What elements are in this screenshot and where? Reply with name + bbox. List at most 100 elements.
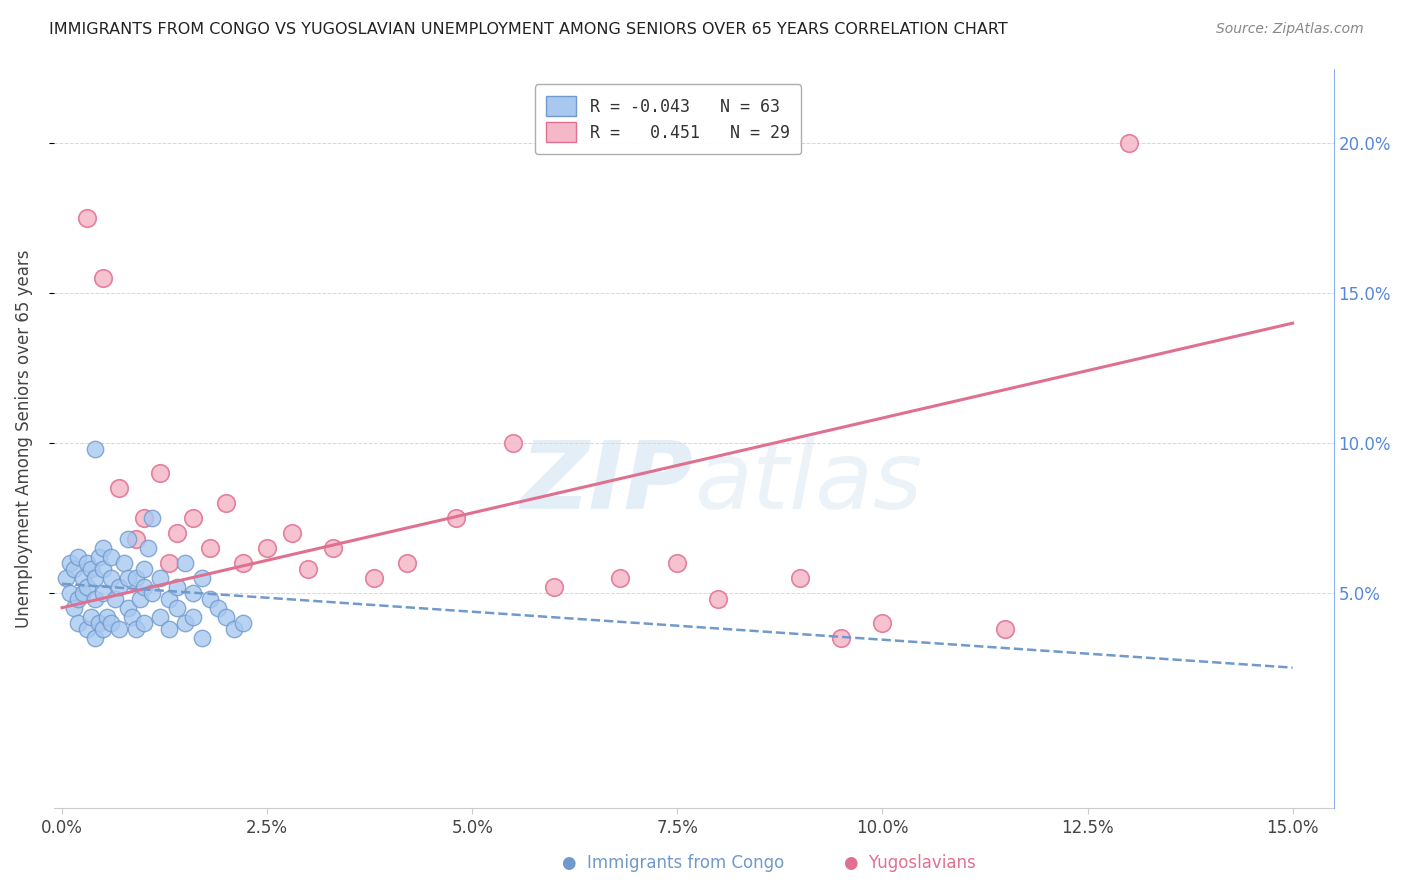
Point (281, 525, 304, 540)
Point (117, 600, 139, 615)
Point (132, 562, 155, 576)
Point (157, 556, 180, 570)
Point (108, 580, 131, 594)
Point (80, 609, 103, 624)
Point (72, 586, 94, 600)
Point (55, 571, 77, 585)
Point (444, 511, 467, 525)
Point (129, 591, 152, 606)
Point (198, 591, 221, 606)
Point (157, 591, 180, 606)
Point (322, 541, 344, 555)
Point (83, 591, 105, 606)
Point (67, 549, 90, 564)
Y-axis label: Unemployment Among Seniors over 65 years: Unemployment Among Seniors over 65 years (15, 249, 32, 628)
Point (91, 622, 114, 636)
Point (609, 571, 631, 585)
Point (181, 586, 204, 600)
Point (80, 562, 103, 576)
Point (96, 609, 118, 624)
Point (91, 562, 114, 576)
Text: IMMIGRANTS FROM CONGO VS YUGOSLAVIAN UNEMPLOYMENT AMONG SENIORS OVER 65 YEARS CO: IMMIGRANTS FROM CONGO VS YUGOSLAVIAN UNE… (49, 22, 1008, 37)
Point (76, 622, 98, 636)
Point (132, 511, 155, 525)
Point (174, 615, 197, 630)
Point (59, 586, 82, 600)
Legend: R = -0.043   N = 63, R =   0.451   N = 29: R = -0.043 N = 63, R = 0.451 N = 29 (534, 84, 801, 154)
Point (72, 571, 94, 585)
Text: ●  Yugoslavians: ● Yugoslavians (844, 855, 976, 872)
Point (190, 571, 212, 585)
Text: ZIP: ZIP (520, 437, 693, 529)
Text: Source: ZipAtlas.com: Source: ZipAtlas.com (1216, 22, 1364, 37)
Point (67, 591, 90, 606)
Point (666, 556, 689, 570)
Point (157, 622, 180, 636)
Point (994, 622, 1017, 636)
Point (132, 580, 155, 594)
Point (789, 571, 811, 585)
Point (231, 556, 253, 570)
Point (136, 541, 159, 555)
Point (215, 496, 238, 510)
Point (224, 622, 246, 636)
Point (872, 615, 894, 630)
Point (363, 571, 385, 585)
Point (76, 580, 98, 594)
Point (198, 541, 221, 555)
Point (174, 556, 197, 570)
Point (125, 622, 148, 636)
Point (166, 525, 188, 540)
Point (141, 511, 163, 525)
Point (141, 586, 163, 600)
Point (190, 631, 212, 645)
Point (125, 571, 148, 585)
Point (543, 580, 565, 594)
Point (1118, 136, 1140, 151)
Point (63, 600, 86, 615)
Point (149, 571, 172, 585)
Point (83, 571, 105, 585)
Point (59, 556, 82, 570)
Point (100, 571, 122, 585)
Point (125, 532, 148, 546)
Point (63, 562, 86, 576)
Point (76, 211, 98, 226)
Point (231, 615, 253, 630)
Point (91, 271, 114, 285)
Point (104, 591, 127, 606)
Point (215, 609, 238, 624)
Point (830, 631, 852, 645)
Point (207, 600, 229, 615)
Text: atlas: atlas (693, 437, 922, 528)
Point (87, 549, 110, 564)
Point (297, 562, 319, 576)
Point (132, 615, 155, 630)
Point (149, 609, 172, 624)
Point (166, 600, 188, 615)
Point (149, 466, 172, 480)
Point (100, 615, 122, 630)
Text: ●  Immigrants from Congo: ● Immigrants from Congo (562, 855, 785, 872)
Point (256, 541, 278, 555)
Point (67, 615, 90, 630)
Point (108, 481, 131, 495)
Point (166, 580, 188, 594)
Point (502, 436, 524, 450)
Point (91, 541, 114, 555)
Point (121, 609, 143, 624)
Point (100, 549, 122, 564)
Point (707, 591, 730, 606)
Point (112, 556, 135, 570)
Point (117, 532, 139, 546)
Point (76, 556, 98, 570)
Point (395, 556, 418, 570)
Point (87, 615, 110, 630)
Point (91, 586, 114, 600)
Point (83, 631, 105, 645)
Point (181, 609, 204, 624)
Point (108, 622, 131, 636)
Point (181, 511, 204, 525)
Point (83, 442, 105, 456)
Point (117, 571, 139, 585)
